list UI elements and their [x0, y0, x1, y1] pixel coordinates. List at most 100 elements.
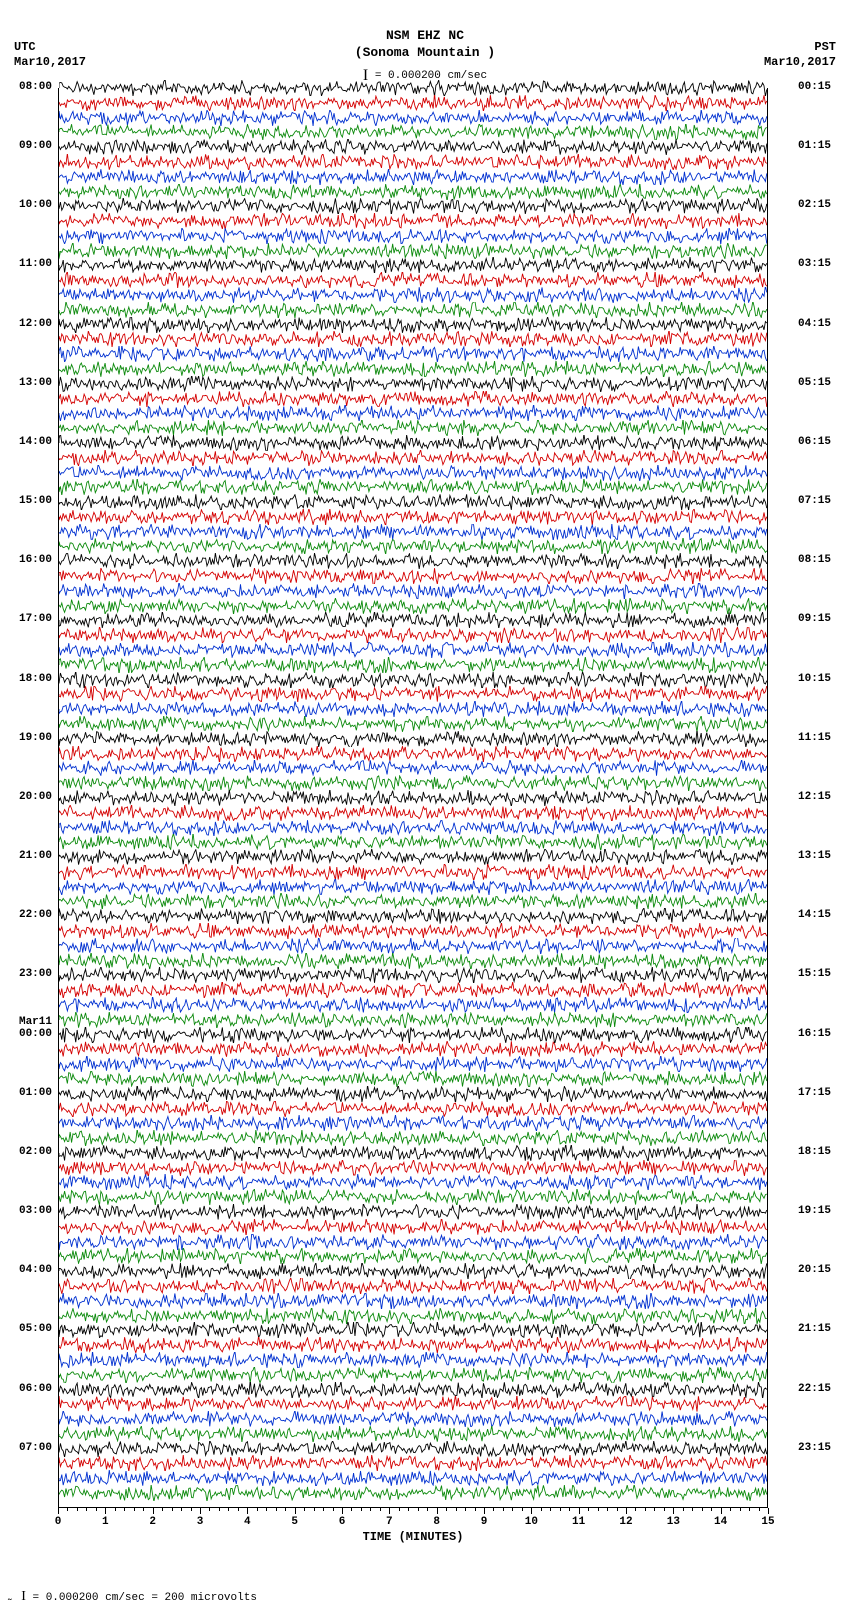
seismic-trace-row: [59, 420, 767, 436]
x-tick-minor: [730, 1508, 731, 1511]
station-name: (Sonoma Mountain ): [0, 45, 850, 62]
x-tick-minor: [465, 1508, 466, 1511]
x-tick-minor: [749, 1508, 750, 1511]
x-tick-minor: [569, 1508, 570, 1511]
x-tick-minor: [683, 1508, 684, 1511]
x-tick-minor: [257, 1508, 258, 1511]
utc-hour-label: 13:00: [0, 378, 52, 389]
seismic-trace-row: [59, 1219, 767, 1235]
utc-hour-label: 05:00: [0, 1324, 52, 1335]
x-tick-major: [295, 1508, 296, 1514]
seismic-trace-row: [59, 731, 767, 747]
helicorder-plot: [58, 88, 768, 1508]
seismic-trace-row: [59, 184, 767, 200]
x-tick-minor: [219, 1508, 220, 1511]
utc-hour-label: 06:00: [0, 1384, 52, 1395]
x-tick-major: [626, 1508, 627, 1514]
pst-hour-label: 04:15: [798, 319, 850, 330]
x-tick-label: 15: [761, 1516, 774, 1528]
x-tick-label: 9: [481, 1516, 488, 1528]
x-tick-minor: [323, 1508, 324, 1511]
x-tick-major: [768, 1508, 769, 1514]
pst-hour-label: 02:15: [798, 200, 850, 211]
seismic-trace-row: [59, 287, 767, 303]
x-tick-minor: [456, 1508, 457, 1511]
utc-date2-label: Mar11: [0, 1017, 52, 1028]
seismic-trace-row: [59, 1086, 767, 1102]
seismic-trace-row: [59, 95, 767, 111]
x-tick-minor: [314, 1508, 315, 1511]
x-tick-minor: [77, 1508, 78, 1511]
seismic-trace-row: [59, 1130, 767, 1146]
seismic-trace-row: [59, 139, 767, 155]
x-tick-label: 13: [667, 1516, 680, 1528]
station-code: NSM EHZ NC: [0, 28, 850, 45]
x-tick-label: 8: [433, 1516, 440, 1528]
utc-hour-label: 07:00: [0, 1443, 52, 1454]
x-tick-major: [437, 1508, 438, 1514]
x-tick-major: [389, 1508, 390, 1514]
x-tick-minor: [304, 1508, 305, 1511]
x-tick-minor: [86, 1508, 87, 1511]
seismic-trace-row: [59, 213, 767, 229]
x-tick-minor: [162, 1508, 163, 1511]
x-tick-minor: [560, 1508, 561, 1511]
utc-hour-labels: 08:0009:0010:0011:0012:0013:0014:0015:00…: [0, 88, 56, 1508]
seismic-trace-row: [59, 627, 767, 643]
x-tick-major: [58, 1508, 59, 1514]
x-tick-minor: [512, 1508, 513, 1511]
seismic-trace-row: [59, 686, 767, 702]
seismic-trace-row: [59, 465, 767, 481]
x-tick-minor: [143, 1508, 144, 1511]
x-tick-major: [673, 1508, 674, 1514]
seismic-trace-row: [59, 982, 767, 998]
seismic-trace-row: [59, 80, 767, 96]
seismic-trace-row: [59, 391, 767, 407]
x-tick-minor: [399, 1508, 400, 1511]
seismic-trace-row: [59, 1027, 767, 1043]
x-tick-minor: [209, 1508, 210, 1511]
x-tick-minor: [446, 1508, 447, 1511]
seismic-trace-row: [59, 1278, 767, 1294]
date-right: Mar10,2017: [764, 55, 836, 69]
utc-hour-label: 18:00: [0, 674, 52, 685]
x-tick-minor: [351, 1508, 352, 1511]
x-tick-minor: [191, 1508, 192, 1511]
seismic-trace-row: [59, 657, 767, 673]
x-tick-minor: [617, 1508, 618, 1511]
x-tick-label: 1: [102, 1516, 109, 1528]
pst-hour-labels: 00:1501:1502:1503:1504:1505:1506:1507:15…: [794, 88, 850, 1508]
utc-hour-label: 02:00: [0, 1147, 52, 1158]
x-tick-minor: [588, 1508, 589, 1511]
utc-hour-label: 03:00: [0, 1206, 52, 1217]
seismic-trace-row: [59, 257, 767, 273]
seismic-trace-row: [59, 1012, 767, 1028]
seismic-trace-row: [59, 198, 767, 214]
pst-hour-label: 20:15: [798, 1265, 850, 1276]
x-tick-minor: [759, 1508, 760, 1511]
x-tick-minor: [333, 1508, 334, 1511]
pst-hour-label: 05:15: [798, 378, 850, 389]
x-tick-minor: [276, 1508, 277, 1511]
x-tick-minor: [711, 1508, 712, 1511]
seismic-trace-row: [59, 1056, 767, 1072]
pst-hour-label: 12:15: [798, 792, 850, 803]
seismic-trace-row: [59, 169, 767, 185]
seismic-trace-row: [59, 1174, 767, 1190]
x-tick-major: [531, 1508, 532, 1514]
utc-hour-label: 08:00: [0, 82, 52, 93]
seismic-trace-row: [59, 1204, 767, 1220]
seismic-trace-row: [59, 716, 767, 732]
x-tick-minor: [664, 1508, 665, 1511]
seismic-trace-row: [59, 450, 767, 466]
seismic-trace-row: [59, 494, 767, 510]
utc-hour-label: 23:00: [0, 969, 52, 980]
x-tick-minor: [134, 1508, 135, 1511]
seismic-trace-row: [59, 923, 767, 939]
seismic-trace-row: [59, 228, 767, 244]
seismic-trace-row: [59, 1396, 767, 1412]
seismic-trace-row: [59, 1382, 767, 1398]
seismic-trace-row: [59, 1337, 767, 1353]
seismic-trace-row: [59, 775, 767, 791]
seismic-trace-row: [59, 672, 767, 688]
